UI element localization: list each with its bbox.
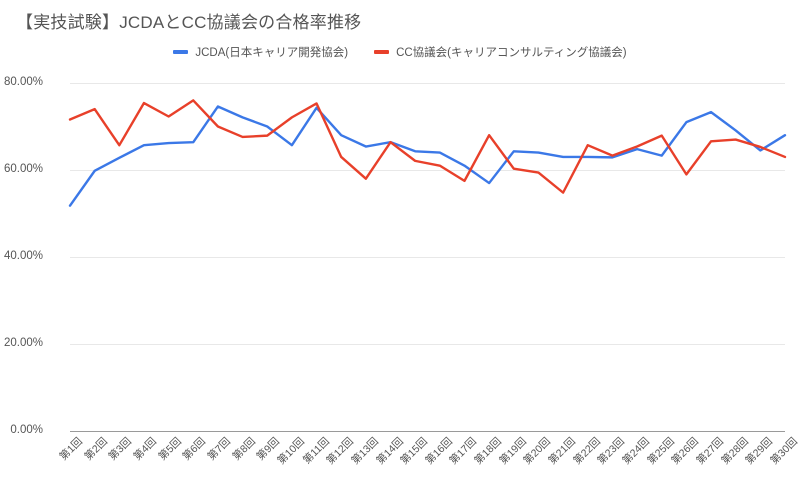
y-axis-tick-label: 20.00% <box>3 337 43 349</box>
plot-area: 0.00% 20.00% 40.00% 60.00% 80.00% <box>4 76 787 436</box>
x-axis-tick-label: 第8回 <box>230 435 258 463</box>
chart-legend: JCDA(日本キャリア開発協会) CC協議会(キャリアコンサルティング協議会) <box>0 44 800 60</box>
x-axis-tick-label: 第24回 <box>620 435 652 468</box>
x-axis-tick-label: 第6回 <box>180 435 209 463</box>
y-axis-tick-label: 60.00% <box>3 163 43 175</box>
legend-label-jcda: JCDA(日本キャリア開発協会) <box>195 47 349 59</box>
x-axis-tick-label: 第3回 <box>106 435 135 463</box>
gridline <box>70 83 785 84</box>
x-axis-tick-label: 第5回 <box>156 435 184 463</box>
x-axis-tick-label: 第2回 <box>82 435 110 463</box>
x-axis-tick-label: 第13回 <box>349 435 381 468</box>
legend-item-jcda[interactable]: JCDA(日本キャリア開発協会) <box>173 44 348 60</box>
x-axis-tick-label: 第1回 <box>57 435 85 463</box>
y-axis-tick-label: 80.00% <box>3 76 43 88</box>
gridline <box>70 257 785 258</box>
gridline <box>70 344 785 345</box>
legend-label-cc: CC協議会(キャリアコンサルティング協議会) <box>396 47 627 59</box>
x-axis-tick-label: 第7回 <box>205 435 233 463</box>
legend-swatch-cc <box>374 50 390 54</box>
x-axis-labels: 第1回 第2回 第3回 第4回 第5回 第6回 第7回 第8回 第9回 第10回 第11回 第12回第… <box>57 434 799 481</box>
x-axis-tick-label: 第27回 <box>694 435 726 468</box>
legend-item-cc[interactable]: CC協議会(キャリアコンサルティング協議会) <box>374 44 627 60</box>
x-axis-tick-label: 第21回 <box>546 435 578 468</box>
gridline <box>70 170 785 171</box>
x-axis-tick-label: 第18回 <box>472 435 505 468</box>
x-axis-line <box>70 431 785 432</box>
x-axis-tick-label: 第4回 <box>131 435 159 463</box>
y-axis-tick-label: 40.00% <box>3 250 43 262</box>
series-line-jcda <box>68 105 787 207</box>
chart-title: 【実技試験】JCDAとCC協議会の合格率推移 <box>16 13 362 32</box>
x-axis-tick-label: 第30回 <box>768 435 800 468</box>
y-axis-tick-label: 0.00% <box>10 424 43 436</box>
series-line-cc <box>68 99 787 194</box>
legend-swatch-jcda <box>173 50 189 54</box>
x-axis-tick-label: 第10回 <box>275 435 307 468</box>
series-lines <box>68 99 787 207</box>
